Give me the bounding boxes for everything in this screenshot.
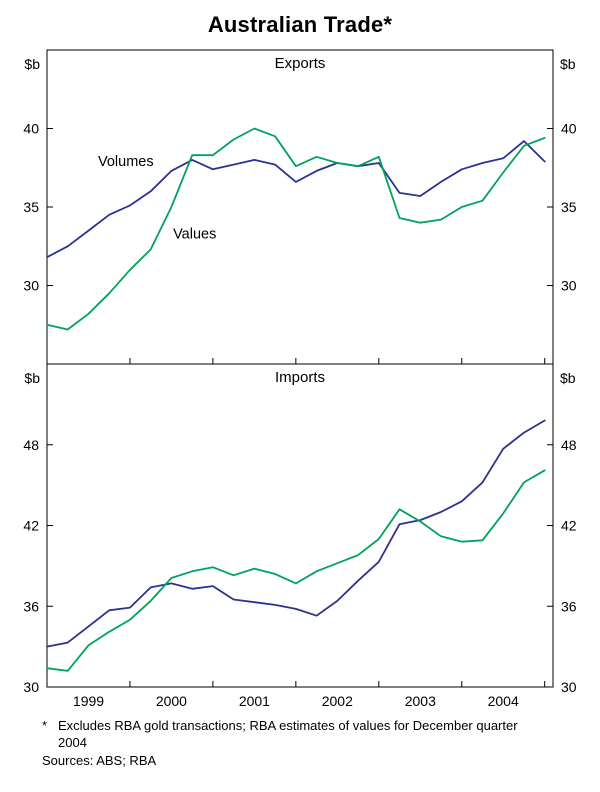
series-label-values: Values: [173, 226, 216, 242]
exports-y-axis-label-right: 30: [561, 278, 577, 294]
sources-note: Sources: ABS; RBA: [42, 753, 157, 769]
imports-y-axis-label-right: 48: [561, 437, 577, 453]
panel-title-imports: Imports: [275, 369, 325, 386]
imports-unit-label-right: $b: [560, 370, 576, 386]
imports-y-axis-label-right: 42: [561, 518, 577, 534]
footnote-marker: *: [42, 718, 48, 733]
imports-y-axis-label-right: 36: [561, 598, 577, 614]
footnote-text: Excludes RBA gold transactions; RBA esti…: [58, 718, 518, 750]
imports-y-axis-label-left: 42: [23, 518, 39, 534]
exports-y-axis-label-left: 30: [23, 278, 39, 294]
australian-trade-chart: 30 30 35 35 40 40 Exports $b $b Volumes Values 30 30…: [23, 49, 577, 709]
footnote-block: * Excludes RBA gold transactions; RBA es…: [42, 718, 572, 770]
exports-panel-frame: [46, 49, 554, 365]
exports-y-axis-label-right: 40: [561, 121, 577, 137]
exports-volumes-line: [46, 140, 546, 259]
exports-y-axis-label-left: 35: [23, 199, 39, 215]
x-axis-year-label: 2004: [488, 693, 519, 709]
footnote: * Excludes RBA gold transactions; RBA es…: [42, 718, 572, 751]
x-axis-year-label: 2002: [322, 693, 353, 709]
series-label-volumes: Volumes: [98, 154, 154, 170]
x-axis-year-label: 2003: [405, 693, 436, 709]
exports-values-line: [46, 127, 546, 331]
imports-y-axis-label-left: 48: [23, 437, 39, 453]
imports-y-axis-label-left: 30: [23, 679, 39, 695]
imports-volumes-line: [46, 419, 546, 648]
exports-unit-label-left: $b: [24, 56, 40, 72]
x-axis-year-label: 2000: [156, 693, 187, 709]
exports-unit-label-right: $b: [560, 56, 576, 72]
imports-unit-label-left: $b: [24, 370, 40, 386]
x-axis-year-label: 1999: [73, 693, 104, 709]
x-axis-year-label: 2001: [239, 693, 270, 709]
panel-title-exports: Exports: [275, 55, 326, 72]
imports-y-axis-label-left: 36: [23, 598, 39, 614]
imports-y-axis-label-right: 30: [561, 679, 577, 695]
exports-y-axis-label-left: 40: [23, 121, 39, 137]
exports-y-axis-label-right: 35: [561, 199, 577, 215]
imports-values-line: [46, 469, 546, 672]
chart-title: Australian Trade*: [207, 12, 393, 37]
imports-panel-frame: [46, 363, 554, 688]
